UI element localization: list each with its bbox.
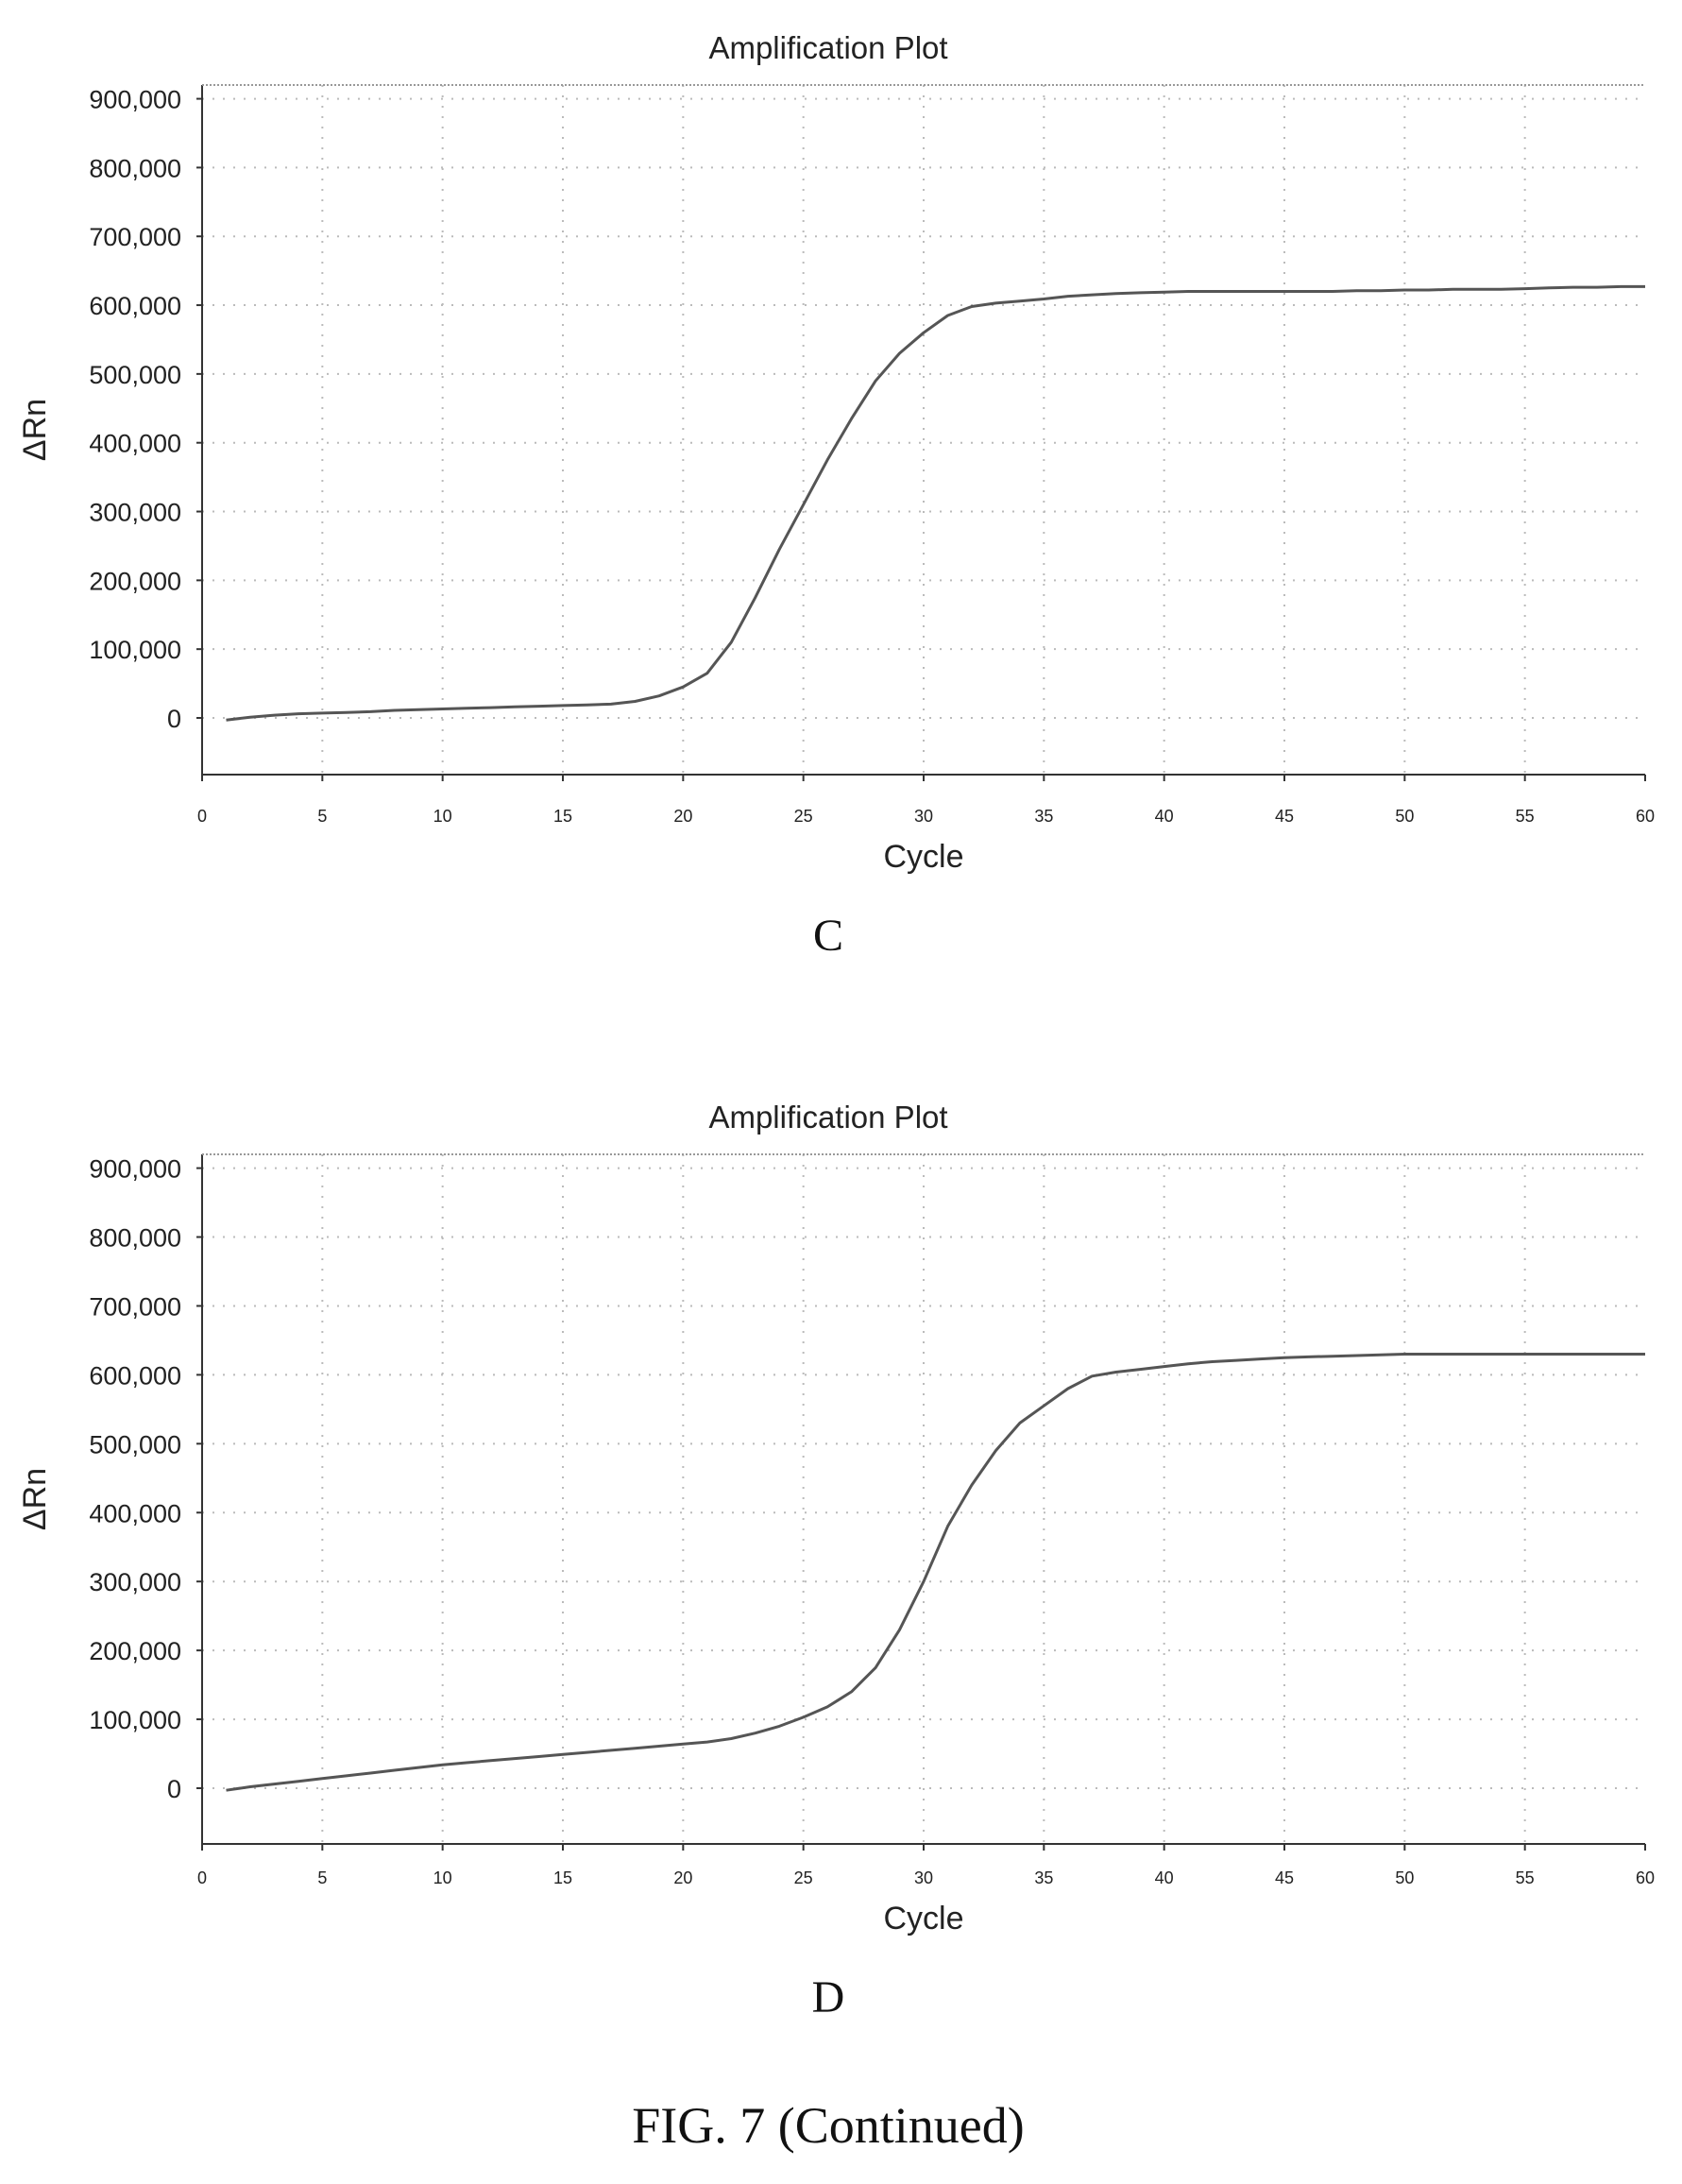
y-axis-label: ΔRn [17,1468,53,1530]
x-tick-label: 20 [673,807,692,826]
y-tick-label: 800,000 [89,154,181,182]
y-tick-label: 200,000 [89,1637,181,1665]
x-tick-label: 60 [1636,1868,1655,1887]
x-tick-label: 15 [553,807,572,826]
y-tick-label: 0 [167,705,181,733]
x-tick-label: 55 [1516,1868,1535,1887]
x-tick-label: 10 [433,807,452,826]
x-tick-label: 10 [433,1868,452,1887]
panel-label: C [813,911,843,961]
x-axis-label: Cycle [883,839,963,875]
x-tick-label: 50 [1395,1868,1414,1887]
y-tick-label: 500,000 [89,361,181,389]
y-tick-label: 300,000 [89,1568,181,1596]
x-tick-label: 20 [673,1868,692,1887]
x-tick-label: 30 [914,807,933,826]
y-tick-label: 400,000 [89,1499,181,1527]
x-tick-label: 15 [553,1868,572,1887]
x-tick-label: 0 [197,1868,207,1887]
y-tick-label: 400,000 [89,430,181,458]
y-tick-label: 900,000 [89,1155,181,1184]
y-tick-label: 100,000 [89,1706,181,1734]
chart-panel-d: Amplification Plot 0 100,000 200,000 300,000… [17,1100,1655,2022]
x-tick-label: 50 [1395,807,1414,826]
y-tick-label: 100,000 [89,636,181,664]
x-tick-label: 55 [1516,807,1535,826]
chart-title: Amplification Plot [708,1100,947,1135]
x-tick-label: 5 [317,1868,327,1887]
chart-panels: Amplification Plot 0 100,000 200,000 300,000… [17,30,1655,2022]
x-tick-label: 45 [1275,807,1294,826]
chart-title: Amplification Plot [708,30,947,65]
x-tick-label: 40 [1155,1868,1174,1887]
y-tick-label: 300,000 [89,499,181,527]
x-tick-label: 35 [1034,807,1053,826]
x-tick-label: 5 [317,807,327,826]
y-tick-label: 600,000 [89,292,181,320]
y-tick-label: 700,000 [89,1292,181,1321]
x-tick-label: 40 [1155,807,1174,826]
panel-label: D [812,1972,845,2022]
y-tick-label: 500,000 [89,1430,181,1459]
x-tick-label: 35 [1034,1868,1053,1887]
series-line-0 [226,284,1645,722]
x-tick-label: 45 [1275,1868,1294,1887]
y-tick-label: 600,000 [89,1361,181,1390]
figure-caption: FIG. 7 (Continued) [632,2097,1024,2154]
x-axis-label: Cycle [883,1901,963,1937]
x-tick-label: 25 [794,807,813,826]
x-tick-label: 25 [794,1868,813,1887]
x-tick-label: 0 [197,807,207,826]
x-tick-label: 30 [914,1868,933,1887]
y-tick-label: 200,000 [89,567,181,595]
y-tick-label: 700,000 [89,223,181,251]
x-tick-label: 60 [1636,807,1655,826]
y-tick-label: 0 [167,1775,181,1803]
chart-panel-c: Amplification Plot 0 100,000 200,000 300,000… [17,30,1655,961]
y-tick-label: 800,000 [89,1224,181,1253]
y-axis-label: ΔRn [17,399,53,461]
series-line-0 [226,1353,1645,1792]
y-tick-label: 900,000 [89,86,181,114]
